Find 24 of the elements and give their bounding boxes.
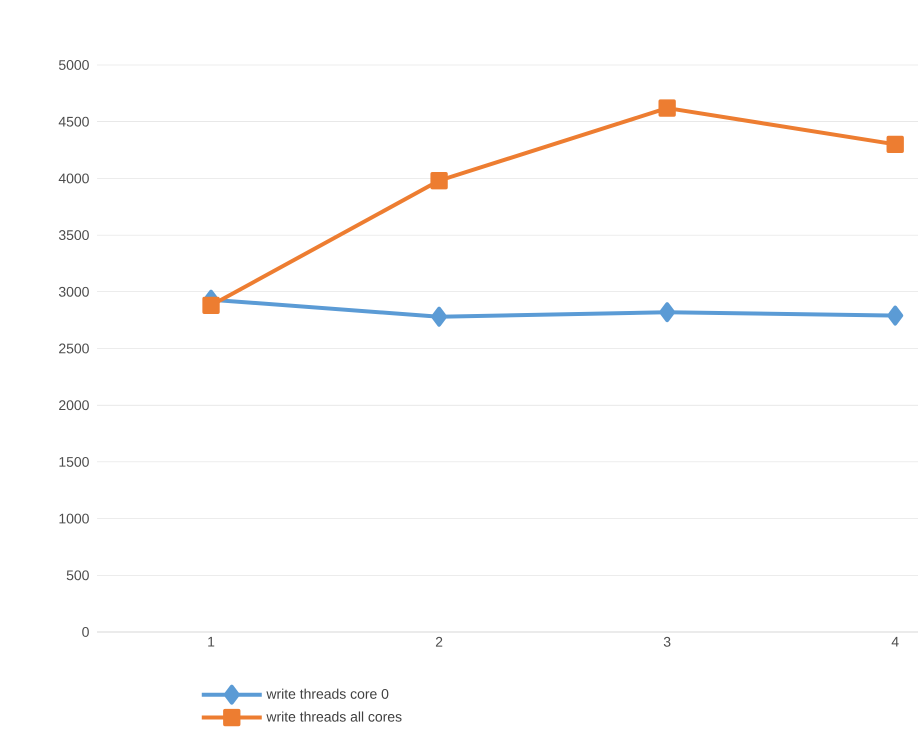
point [887, 306, 904, 326]
y-tick-label: 4500 [58, 116, 89, 127]
y-tick-label: 0 [82, 627, 89, 637]
y-tick-label: 5000 [58, 60, 89, 70]
point [658, 99, 676, 117]
y-tick-label: 1000 [59, 514, 89, 524]
x-tick-label: 2 [436, 636, 442, 647]
x-tick-label: 4 [892, 636, 899, 646]
point [886, 136, 904, 154]
point [430, 172, 448, 190]
point [659, 302, 676, 322]
y-tick-label: 500 [66, 570, 89, 580]
y-tick-label: 1500 [59, 456, 89, 467]
y-tick-label: 2500 [59, 344, 89, 354]
legend-label: write threads all cores [266, 711, 402, 722]
legend-label: write threads core 0 [266, 688, 388, 699]
y-tick-label: 3500 [58, 230, 89, 240]
x-tick-label: 1 [208, 636, 214, 646]
y-tick-label: 4000 [58, 173, 89, 184]
x-tick-label: 3 [664, 636, 670, 647]
point [202, 296, 220, 314]
y-tick-label: 3000 [58, 286, 89, 297]
y-tick-label: 2000 [59, 400, 89, 410]
point [431, 306, 448, 327]
